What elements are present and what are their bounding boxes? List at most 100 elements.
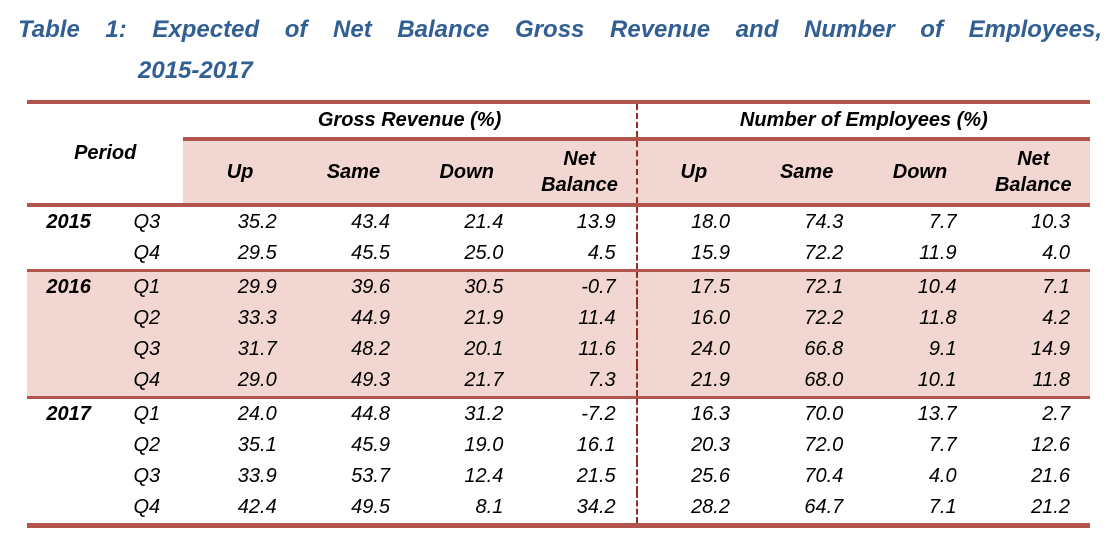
gross-net-cell: 16.1 — [576, 434, 616, 456]
gross-up-cell: 31.7 — [183, 334, 297, 365]
gross-up-cell: 42.4 — [237, 496, 277, 518]
employees-up-cell: 16.0 — [635, 303, 750, 334]
employees-net-cell: 10.3 — [1031, 211, 1070, 233]
employees-net-cell: 4.0 — [1042, 242, 1070, 264]
gross-up-cell: 33.9 — [237, 465, 277, 487]
employees-net-cell: 2.7 — [976, 396, 1090, 430]
table-row: 2016 Q1 29.9 39.6 30.5 -0.7 17.5 72.1 10… — [27, 269, 1090, 303]
quarter-cell: Q3 — [133, 211, 161, 233]
employees-up-cell: 18.0 — [635, 205, 750, 238]
table-row: Q2 33.3 44.9 21.9 11.4 16.0 72.2 11.8 4.… — [27, 303, 1090, 334]
employees-same-header: Same — [750, 139, 864, 207]
employees-down-cell: 11.8 — [863, 303, 977, 334]
table-title-line2: 2015-2017 — [138, 57, 253, 84]
employees-same-cell: 72.0 — [804, 434, 844, 456]
year-cell — [27, 238, 110, 271]
employees-net-cell: 12.6 — [1031, 434, 1070, 456]
gross-same-cell: 39.6 — [296, 269, 411, 303]
employees-down-cell: 11.9 — [919, 242, 957, 264]
gross-up-cell: 29.9 — [183, 269, 297, 303]
employees-down-cell: 10.1 — [863, 365, 977, 398]
employees-same-cell: 74.3 — [804, 211, 844, 233]
gross-net-cell: 34.2 — [576, 496, 616, 518]
employees-same-cell: 72.2 — [750, 303, 864, 334]
employees-net-cell: 21.2 — [1031, 496, 1070, 518]
employees-net-cell: 4.2 — [976, 303, 1090, 334]
gross-same-header: Same — [296, 139, 411, 207]
employees-down-cell: 7.7 — [928, 434, 957, 456]
quarter-cell: Q1 — [110, 269, 184, 303]
year-cell — [27, 334, 111, 365]
employees-down-cell: 7.1 — [928, 496, 957, 518]
gross-down-cell: 12.4 — [464, 465, 504, 487]
employees-down-cell: 13.7 — [863, 396, 977, 430]
quarter-cell: Q4 — [133, 496, 161, 518]
gross-net-cell: -0.7 — [523, 269, 637, 303]
quarter-cell: Q3 — [133, 465, 161, 487]
gross-net-cell: 21.5 — [576, 465, 616, 487]
employees-net-cell: 21.6 — [1031, 465, 1070, 487]
gross-up-cell: 33.3 — [183, 303, 297, 334]
employees-down-cell: 4.0 — [928, 465, 957, 487]
document-page: Table 1: Expected of Net Balance Gross R… — [0, 16, 1118, 557]
year-cell: 2016 — [27, 269, 111, 303]
quarter-cell: Q4 — [110, 365, 184, 398]
employees-net-cell: 7.1 — [976, 269, 1090, 303]
year-cell — [27, 461, 110, 492]
gross-up-cell: 35.2 — [237, 211, 277, 233]
gross-up-cell: 29.0 — [183, 365, 297, 398]
gross-same-cell: 44.9 — [296, 303, 411, 334]
employees-up-cell: 28.2 — [635, 492, 750, 526]
employees-down-header: Down — [863, 139, 977, 207]
gross-net-cell: 11.4 — [523, 303, 637, 334]
table-header: Period Gross Revenue (%) Number of Emplo… — [27, 102, 1090, 207]
employees-net-cell: 14.9 — [976, 334, 1090, 365]
gross-same-cell: 48.2 — [296, 334, 411, 365]
table-row: Q4 29.0 49.3 21.7 7.3 21.9 68.0 10.1 11.… — [27, 365, 1090, 398]
year-cell — [27, 303, 111, 334]
employees-up-cell: 16.3 — [635, 396, 750, 430]
table-row: Q2 35.1 45.9 19.0 16.1 20.3 72.0 7.7 12.… — [27, 430, 1090, 461]
employees-up-cell: 20.3 — [635, 430, 750, 461]
employees-net-balance-header: Net Balance — [976, 139, 1090, 207]
gross-down-cell: 21.4 — [464, 211, 504, 233]
employees-same-cell: 68.0 — [750, 365, 864, 398]
employees-up-cell: 24.0 — [635, 334, 750, 365]
gross-net-cell: 7.3 — [523, 365, 637, 398]
employees-same-cell: 64.7 — [804, 496, 844, 518]
year-cell: 2017 — [27, 396, 111, 430]
year-cell — [27, 492, 110, 526]
year-cell — [27, 365, 111, 398]
gross-net-cell: 13.9 — [576, 211, 616, 233]
group-header-gross-revenue: Gross Revenue (%) — [183, 102, 637, 141]
sub-header-row: Up Same Down Net Balance Up Same Down Ne… — [27, 139, 1090, 207]
quarter-cell: Q3 — [110, 334, 184, 365]
gross-same-cell: 43.4 — [351, 211, 391, 233]
employees-same-cell: 72.1 — [750, 269, 864, 303]
gross-up-header: Up — [183, 139, 297, 207]
quarter-cell: Q4 — [133, 242, 161, 264]
gross-same-cell: 45.5 — [351, 242, 391, 264]
gross-net-cell: 4.5 — [587, 242, 616, 264]
quarter-cell: Q1 — [110, 396, 184, 430]
gross-down-cell: 31.2 — [410, 396, 524, 430]
gross-up-cell: 35.1 — [237, 434, 277, 456]
gross-same-cell: 49.3 — [296, 365, 411, 398]
table-row: Q3 33.9 53.7 12.4 21.5 25.6 70.4 4.0 21.… — [27, 461, 1090, 492]
gross-down-cell: 25.0 — [464, 242, 504, 264]
table-row: Q4 42.4 49.5 8.1 34.2 28.2 64.7 7.1 21.2 — [27, 492, 1090, 526]
gross-down-cell: 30.5 — [410, 269, 524, 303]
table-title: Table 1: Expected of Net Balance Gross R… — [18, 16, 1102, 85]
gross-net-cell: -7.2 — [523, 396, 637, 430]
employees-down-cell: 7.7 — [928, 211, 957, 233]
gross-down-cell: 8.1 — [475, 496, 504, 518]
gross-same-cell: 53.7 — [351, 465, 391, 487]
gross-down-cell: 20.1 — [410, 334, 524, 365]
employees-down-cell: 10.4 — [863, 269, 977, 303]
table-row: Q4 29.5 45.5 25.0 4.5 15.9 72.2 11.9 4.0 — [27, 238, 1090, 271]
gross-same-cell: 45.9 — [351, 434, 391, 456]
employees-up-cell: 21.9 — [635, 365, 750, 398]
quarter-cell: Q2 — [110, 303, 184, 334]
employees-down-cell: 9.1 — [863, 334, 977, 365]
gross-down-cell: 21.9 — [410, 303, 524, 334]
